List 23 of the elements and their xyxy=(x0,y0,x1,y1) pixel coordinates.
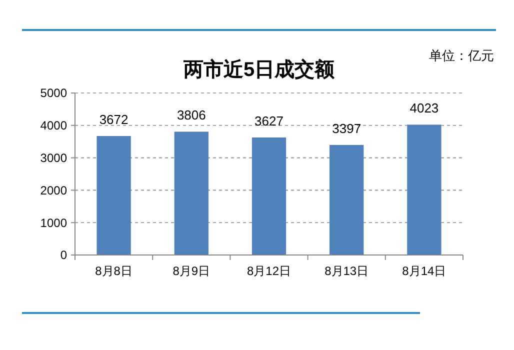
data-label: 3627 xyxy=(254,113,284,128)
bar xyxy=(252,137,286,255)
bar xyxy=(330,144,364,255)
y-tick-label: 1000 xyxy=(40,216,68,230)
text: 单位：亿元 xyxy=(429,48,494,63)
x-tick-label: 8月8日 xyxy=(95,264,132,278)
x-tick-label: 8月12日 xyxy=(246,264,292,278)
y-tick-label: 2000 xyxy=(40,183,68,198)
y-tick-label: 4000 xyxy=(40,118,68,133)
bar xyxy=(407,124,442,255)
data-label: 3806 xyxy=(176,108,206,123)
data-label: 4023 xyxy=(410,100,439,116)
x-tick-label: 8月9日 xyxy=(172,264,210,278)
bar xyxy=(96,136,131,255)
data-label: 3397 xyxy=(332,120,362,136)
chart-title: 两市近5日成交额 xyxy=(182,58,336,81)
x-tick-label: 8月13日 xyxy=(324,264,369,278)
y-tick-label: 3000 xyxy=(40,151,68,165)
y-tick-label: 5000 xyxy=(40,86,68,100)
bar xyxy=(174,132,208,255)
y-tick-label: 0 xyxy=(60,248,68,262)
x-tick-label: 8月14日 xyxy=(402,264,446,278)
data-label: 3672 xyxy=(99,112,128,128)
